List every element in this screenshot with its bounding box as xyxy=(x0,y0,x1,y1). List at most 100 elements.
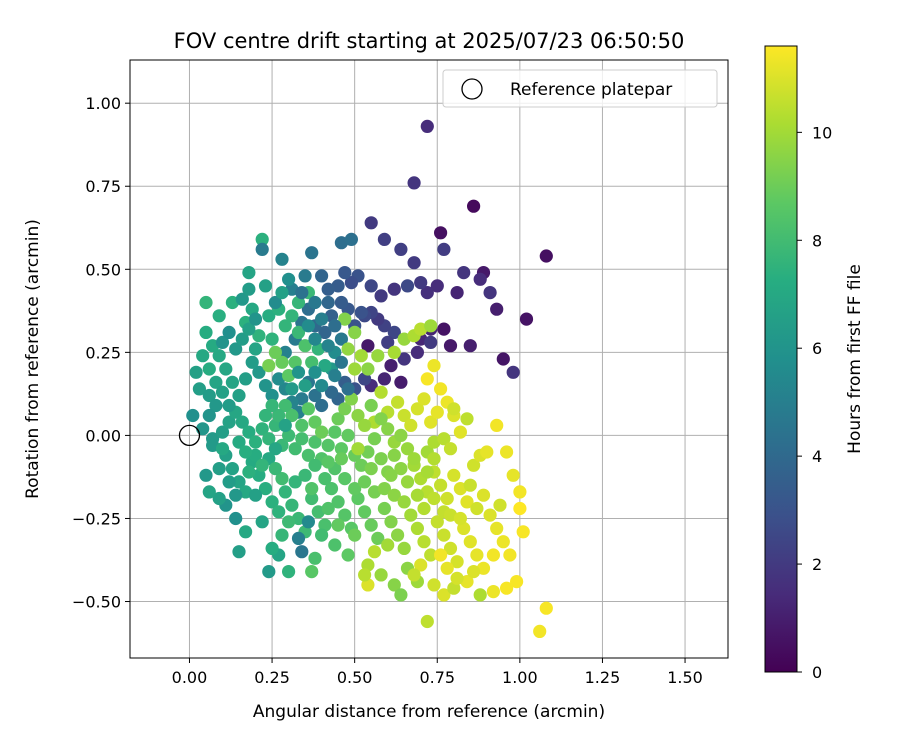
data-point xyxy=(232,545,246,559)
data-point xyxy=(400,279,415,293)
data-point xyxy=(434,548,448,562)
data-point xyxy=(374,412,388,426)
data-point xyxy=(242,425,256,439)
data-point xyxy=(305,491,319,506)
data-point xyxy=(278,398,292,413)
data-point xyxy=(377,232,391,246)
data-point xyxy=(437,242,451,256)
data-point xyxy=(427,452,441,466)
data-point xyxy=(288,475,302,489)
data-point xyxy=(245,302,259,316)
data-point xyxy=(308,551,322,565)
data-point xyxy=(338,508,352,522)
data-point xyxy=(321,455,335,469)
data-point xyxy=(447,402,461,416)
data-point xyxy=(450,571,464,585)
colorbar-tick-label: 6 xyxy=(812,339,822,358)
data-point xyxy=(225,462,239,476)
data-point xyxy=(245,355,259,369)
data-point xyxy=(298,269,312,283)
data-point xyxy=(394,242,408,256)
data-point xyxy=(341,548,355,562)
data-point xyxy=(344,232,358,246)
data-point xyxy=(410,345,424,359)
data-point xyxy=(473,272,487,286)
data-point xyxy=(334,442,348,456)
data-point xyxy=(305,355,319,369)
data-point xyxy=(206,339,220,353)
data-point xyxy=(275,472,289,486)
data-point xyxy=(199,468,213,482)
data-point xyxy=(476,561,491,575)
data-point xyxy=(387,488,401,502)
data-point xyxy=(483,286,497,300)
data-point xyxy=(232,388,246,403)
data-point xyxy=(391,395,405,409)
data-point xyxy=(391,528,405,542)
data-point xyxy=(410,402,424,416)
data-point xyxy=(341,342,355,356)
data-point xyxy=(453,425,467,439)
data-point xyxy=(371,349,385,363)
data-point xyxy=(509,575,524,589)
data-point xyxy=(493,498,507,512)
data-point xyxy=(334,452,348,466)
data-point xyxy=(242,322,256,336)
data-point xyxy=(288,442,302,456)
data-point xyxy=(265,541,279,556)
data-point xyxy=(275,528,289,542)
data-point xyxy=(490,418,504,432)
data-point xyxy=(377,372,391,386)
data-point xyxy=(315,528,329,542)
legend: Reference platepar xyxy=(442,69,718,108)
colorbar-tick-label: 10 xyxy=(812,123,832,142)
data-point xyxy=(212,349,226,363)
data-point xyxy=(414,558,428,572)
data-point xyxy=(490,521,504,536)
data-point xyxy=(301,515,315,529)
data-point xyxy=(331,495,345,509)
x-tick-label: 0.00 xyxy=(172,668,208,687)
chart-title: FOV centre drift starting at 2025/07/23 … xyxy=(174,29,685,53)
data-point xyxy=(295,418,309,432)
data-point xyxy=(437,322,451,336)
data-point xyxy=(500,581,514,595)
data-point xyxy=(212,309,226,323)
data-point xyxy=(229,511,243,526)
data-point xyxy=(305,565,319,579)
data-point xyxy=(427,435,441,449)
data-point xyxy=(364,462,378,476)
data-point xyxy=(476,488,491,502)
data-point xyxy=(225,375,239,389)
data-point xyxy=(318,518,332,532)
data-point xyxy=(397,495,411,509)
data-point xyxy=(265,332,279,346)
reference-marker-layer xyxy=(178,424,201,447)
data-point xyxy=(354,349,368,363)
data-point xyxy=(315,398,329,413)
colorbar-tick-label: 8 xyxy=(812,231,822,250)
data-point xyxy=(384,515,398,529)
data-point xyxy=(186,408,200,423)
data-point xyxy=(242,266,256,280)
data-point xyxy=(282,428,296,442)
data-point xyxy=(351,442,365,456)
data-point xyxy=(192,382,206,396)
y-tick-label: 0.50 xyxy=(85,260,121,279)
data-point xyxy=(443,508,458,522)
data-point xyxy=(275,252,289,266)
data-point xyxy=(222,398,236,413)
data-point xyxy=(285,282,299,296)
data-point xyxy=(295,432,309,446)
data-point xyxy=(400,475,415,489)
data-point xyxy=(348,482,362,496)
data-point xyxy=(222,475,236,489)
y-tick-label: 0.75 xyxy=(85,177,121,196)
data-point xyxy=(397,332,411,346)
x-tick-label: 0.50 xyxy=(337,668,373,687)
data-point xyxy=(235,292,249,306)
data-point xyxy=(222,415,236,429)
data-point xyxy=(434,478,448,492)
data-point xyxy=(248,342,263,356)
data-point xyxy=(308,435,322,449)
